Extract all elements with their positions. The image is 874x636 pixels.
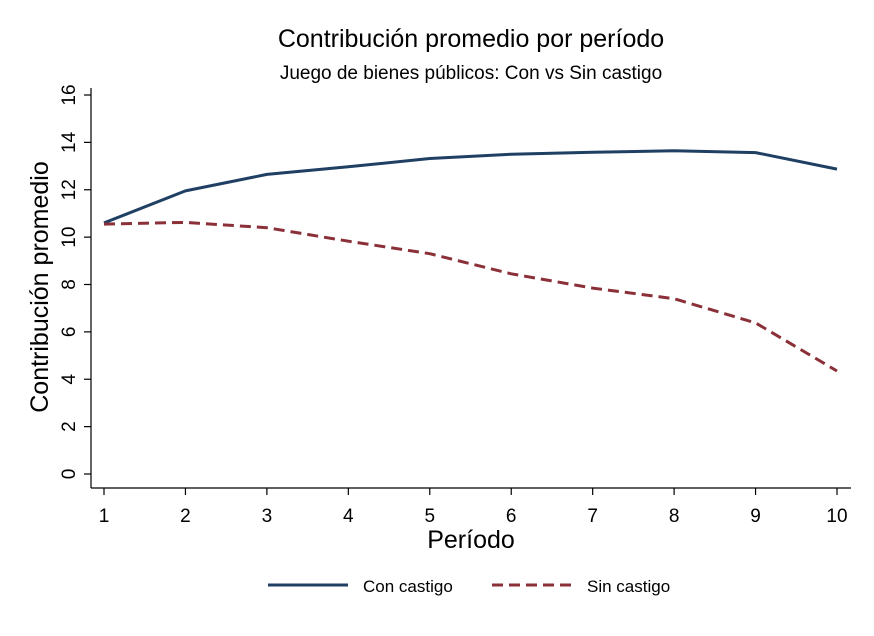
x-tick-label: 6 (506, 506, 517, 527)
chart-title: Contribución promedio por período (278, 25, 664, 53)
x-axis-label: Período (427, 526, 515, 554)
y-axis-label: Contribución promedio (26, 161, 54, 413)
x-tick-label: 4 (343, 506, 354, 527)
legend: Con castigo Sin castigo (268, 577, 670, 596)
y-tick-label: 2 (59, 421, 80, 432)
series-line-2 (103, 220, 838, 373)
x-tick-label: 1 (99, 506, 110, 527)
x-tick-label: 2 (180, 506, 191, 527)
series-line-1 (103, 149, 838, 225)
y-tick-label: 10 (59, 227, 80, 248)
x-tick-label: 7 (587, 506, 598, 527)
x-tick-label: 10 (826, 506, 847, 527)
y-tick-label: 6 (59, 327, 80, 338)
legend-label-2: Sin castigo (587, 577, 670, 596)
y-tick-label: 14 (59, 131, 80, 153)
x-tick-label: 9 (750, 506, 761, 527)
y-tick-label: 0 (59, 469, 80, 480)
legend-label-1: Con castigo (363, 577, 453, 596)
y-tick-label: 8 (59, 279, 80, 290)
y-tick-label: 12 (59, 179, 80, 200)
y-tick-label: 16 (59, 84, 80, 105)
y-tick-label: 4 (59, 374, 80, 385)
chart-subtitle: Juego de bienes públicos: Con vs Sin cas… (280, 63, 662, 84)
x-tick-label: 3 (262, 506, 273, 527)
x-tick-label: 8 (669, 506, 680, 527)
x-tick-label: 5 (424, 506, 435, 527)
